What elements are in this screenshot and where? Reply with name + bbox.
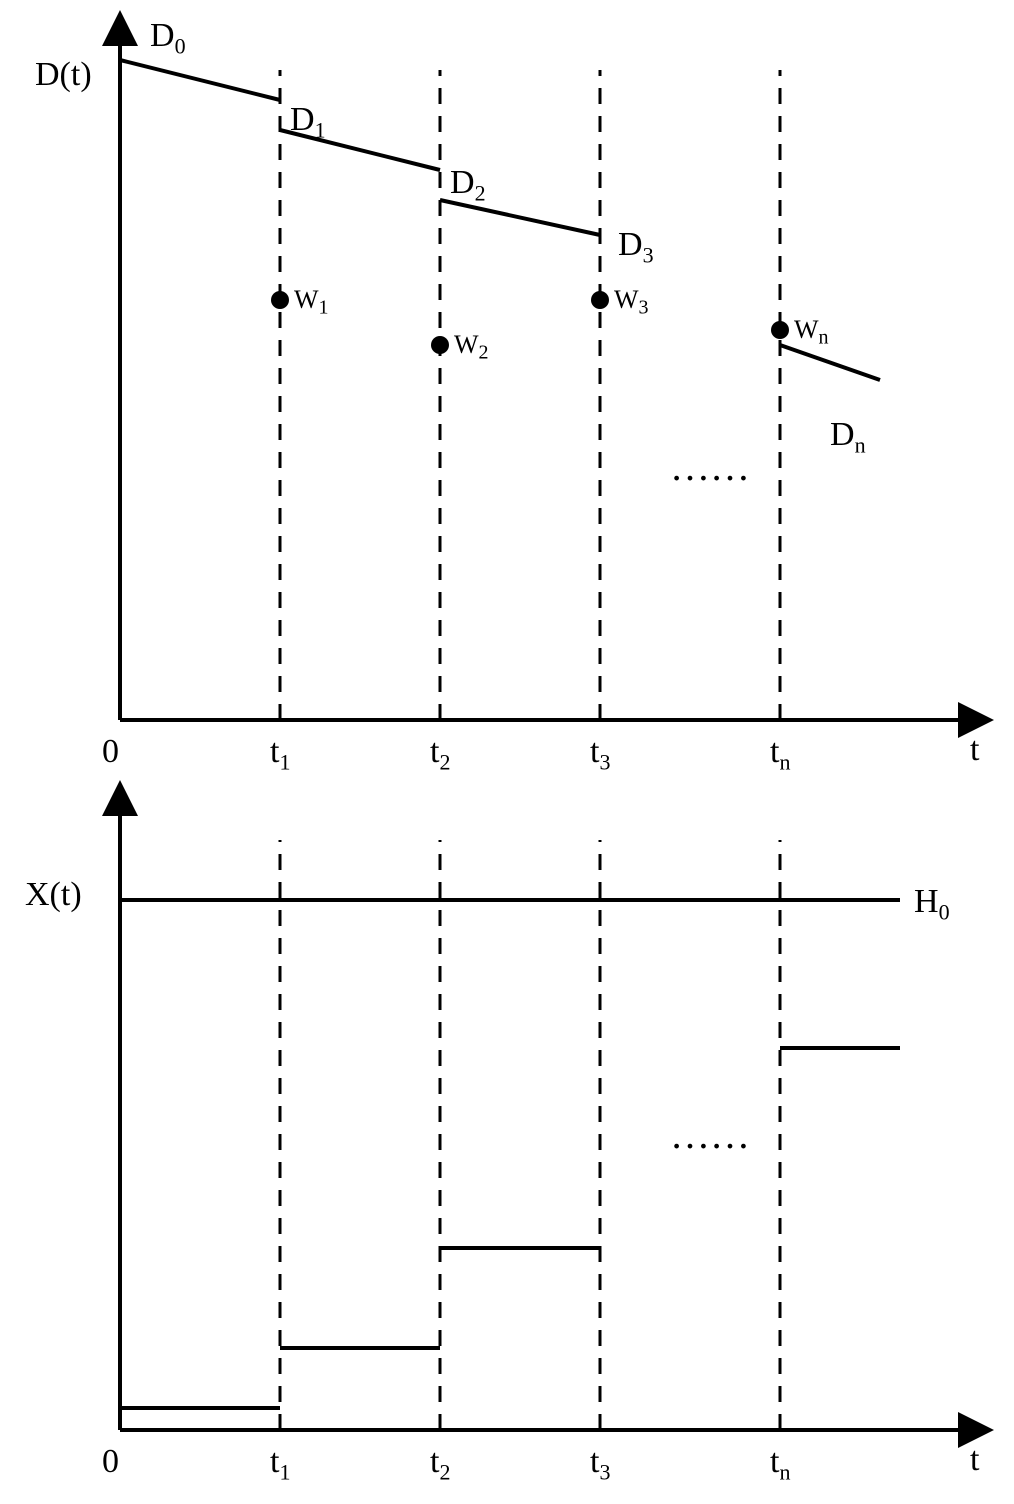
top-tick-1: t1	[270, 733, 290, 774]
bot-y-axis-label: X(t)	[25, 876, 82, 913]
w-label-1: W1	[294, 285, 329, 319]
top-tick-n: tn	[770, 733, 790, 774]
marker-wn	[771, 321, 789, 339]
bot-origin-label: 0	[102, 1443, 119, 1480]
decay-seg-2	[440, 200, 600, 235]
w-label-2: W2	[454, 330, 489, 364]
bot-x-axis-label: t	[970, 1441, 980, 1478]
marker-w2	[431, 336, 449, 354]
d-label-0: D0	[150, 17, 186, 58]
marker-w1	[271, 291, 289, 309]
w-label-3: W3	[614, 285, 649, 319]
top-origin-label: 0	[102, 733, 119, 770]
diagram-svg: D(t) t 0 t1 t2 t3 tn D0 D1 D2 D3 Dn W1 W2 W3 Wn …… X(t) t 0…	[0, 0, 1014, 1504]
bot-ellipsis: ……	[670, 1112, 750, 1157]
w-label-n: Wn	[794, 315, 829, 349]
marker-w3	[591, 291, 609, 309]
bot-tick-2: t2	[430, 1443, 450, 1484]
bot-tick-3: t3	[590, 1443, 610, 1484]
d-label-2: D2	[450, 164, 486, 205]
top-tick-3: t3	[590, 733, 610, 774]
top-x-axis-label: t	[970, 731, 980, 768]
h0-label: H0	[914, 883, 950, 924]
bot-tick-n: tn	[770, 1443, 790, 1484]
top-y-axis-label: D(t)	[35, 56, 92, 93]
d-label-3: D3	[618, 226, 654, 267]
bot-tick-1: t1	[270, 1443, 290, 1484]
decay-seg-3	[780, 345, 880, 380]
d-label-1: D1	[290, 101, 326, 142]
d-label-n: Dn	[830, 416, 866, 457]
top-ellipsis: ……	[670, 444, 750, 489]
decay-seg-0	[120, 60, 280, 100]
top-tick-2: t2	[430, 733, 450, 774]
